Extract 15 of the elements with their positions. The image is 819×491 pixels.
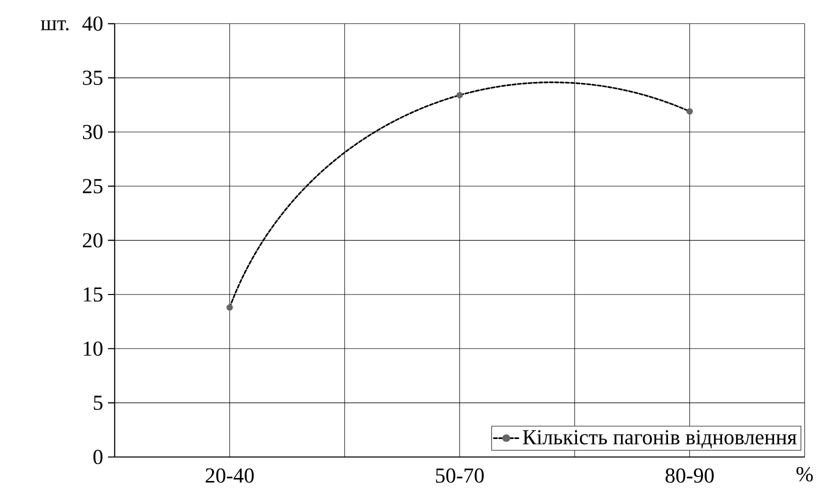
y-tick-label: 5 <box>94 396 102 410</box>
y-tick-label: 30 <box>82 124 102 140</box>
x-tick-label: 80-90 <box>666 468 714 483</box>
x-axis-title: % <box>796 467 813 482</box>
y-tick-label: 10 <box>84 341 102 356</box>
legend-label: Кількість пагонів відновлення <box>522 430 797 448</box>
y-tick-label: 40 <box>82 16 102 31</box>
y-tick-label: 20 <box>82 233 102 248</box>
y-tick-label: 15 <box>84 287 102 302</box>
y-tick-label: 35 <box>82 70 102 85</box>
x-tick-label: 20-40 <box>206 468 254 483</box>
y-axis-title: шт. <box>40 20 69 30</box>
x-tick-label: 50-70 <box>436 468 484 483</box>
y-tick-label: 0 <box>93 450 102 464</box>
y-tick-label: 25 <box>82 178 102 194</box>
